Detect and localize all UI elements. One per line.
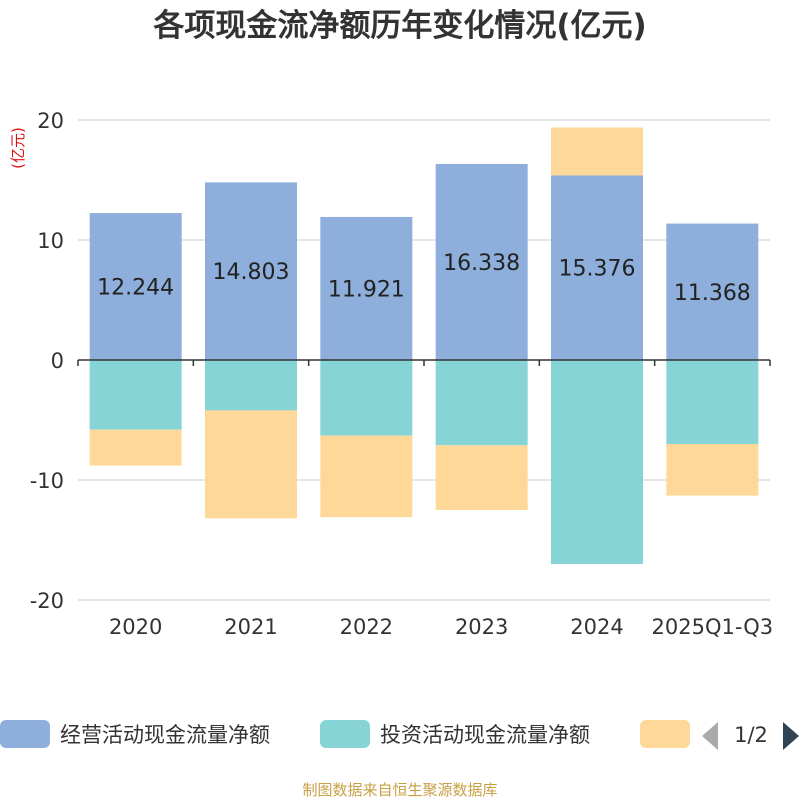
legend-prev-page-icon[interactable] bbox=[702, 722, 718, 750]
x-tick-label: 2024 bbox=[570, 615, 623, 639]
grid-lines bbox=[78, 119, 770, 601]
x-tick-label: 2022 bbox=[340, 615, 393, 639]
bar-segment[interactable] bbox=[666, 360, 759, 444]
legend-swatch[interactable] bbox=[640, 720, 690, 748]
bar-segment[interactable] bbox=[551, 127, 643, 176]
bar-segment[interactable] bbox=[551, 175, 643, 360]
bar-value-label: 11.368 bbox=[674, 281, 751, 306]
y-axis-label: (亿元) bbox=[9, 127, 27, 169]
bar-segment[interactable] bbox=[320, 216, 413, 360]
legend-page-indicator: 1/2 bbox=[734, 723, 768, 747]
bar-segment[interactable] bbox=[89, 360, 182, 430]
y-tick-label: 20 bbox=[37, 109, 64, 133]
bar-segment[interactable] bbox=[205, 360, 297, 411]
bar-segment[interactable] bbox=[205, 182, 297, 360]
bar-value-label: 14.803 bbox=[213, 260, 290, 285]
bar-segment[interactable] bbox=[320, 360, 413, 436]
legend-item[interactable]: 经营活动现金流量净额 bbox=[0, 720, 270, 748]
legend-next-page-icon[interactable] bbox=[783, 722, 799, 750]
legend-item[interactable]: 投资活动现金流量净额 bbox=[320, 720, 590, 748]
bar-segment[interactable] bbox=[666, 444, 759, 496]
bar-segment[interactable] bbox=[435, 163, 528, 360]
bar-segment[interactable] bbox=[320, 435, 413, 518]
x-tick-label: 2021 bbox=[224, 615, 277, 639]
bar-segment[interactable] bbox=[435, 360, 528, 446]
bar-segment[interactable] bbox=[89, 213, 182, 360]
bar-labels: 12.244 14.803 11.921 16.338 15.376 11.368 bbox=[97, 251, 751, 306]
legend-swatch[interactable] bbox=[0, 720, 50, 748]
y-tick-label: 0 bbox=[51, 349, 64, 373]
data-source-footer: 制图数据来自恒生聚源数据库 bbox=[302, 781, 497, 799]
y-axis-ticks: 20 10 0 -10 -20 bbox=[30, 109, 64, 613]
chart-title: 各项现金流净额历年变化情况(亿元) bbox=[152, 8, 646, 44]
bar-segment[interactable] bbox=[205, 410, 297, 519]
bar-segment[interactable] bbox=[89, 429, 182, 466]
bar-value-label: 12.244 bbox=[97, 276, 174, 301]
legend-swatch[interactable] bbox=[320, 720, 370, 748]
bar-segment[interactable] bbox=[435, 445, 528, 510]
x-tick-label: 2020 bbox=[109, 615, 162, 639]
y-tick-label: -20 bbox=[30, 589, 64, 613]
bars bbox=[89, 127, 759, 564]
bar-value-label: 11.921 bbox=[328, 277, 405, 302]
legend-label[interactable]: 投资活动现金流量净额 bbox=[380, 723, 590, 747]
y-tick-label: -10 bbox=[30, 469, 64, 493]
x-axis: 2020 2021 2022 2023 2024 2025Q1-Q3 bbox=[77, 359, 774, 639]
x-tick-label: 2023 bbox=[455, 615, 508, 639]
bar-value-label: 16.338 bbox=[443, 251, 520, 276]
legend-item[interactable] bbox=[640, 720, 690, 748]
legend-label[interactable]: 经营活动现金流量净额 bbox=[60, 723, 270, 747]
bar-segment[interactable] bbox=[551, 360, 643, 564]
y-tick-label: 10 bbox=[37, 229, 64, 253]
bar-value-label: 15.376 bbox=[559, 257, 636, 282]
x-tick-label: 2025Q1-Q3 bbox=[652, 615, 774, 639]
legend: 经营活动现金流量净额 投资活动现金流量净额 1/2 bbox=[0, 720, 799, 750]
bar-segment[interactable] bbox=[666, 223, 759, 360]
